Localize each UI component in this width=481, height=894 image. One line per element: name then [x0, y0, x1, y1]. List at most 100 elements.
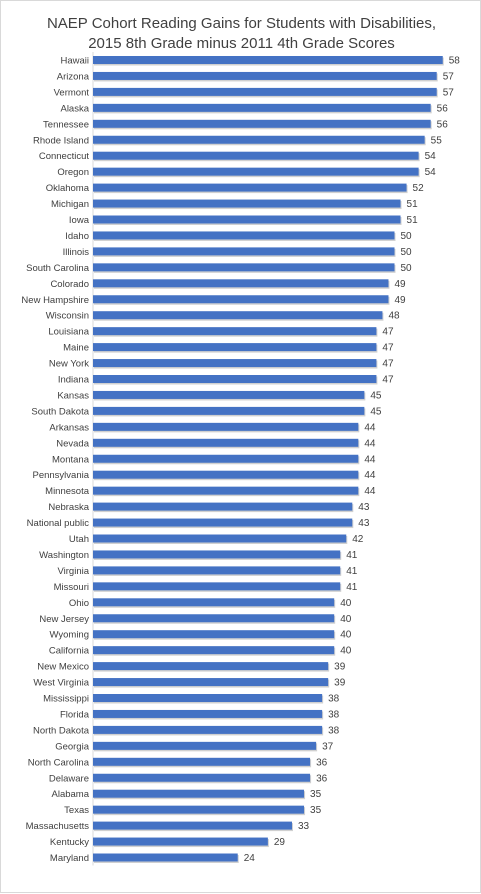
data-label: 39: [334, 678, 346, 689]
data-label: 49: [394, 279, 406, 290]
bar: [93, 582, 341, 591]
category-label: Delaware: [49, 773, 89, 784]
category-label: Oregon: [57, 167, 89, 178]
category-label: Nebraska: [48, 502, 89, 513]
bar: [93, 789, 305, 798]
bar: [93, 279, 389, 288]
category-label: North Carolina: [28, 757, 90, 768]
bar: [93, 422, 359, 431]
data-label: 47: [382, 343, 394, 354]
category-label: Rhode Island: [33, 135, 89, 146]
bar: [93, 295, 389, 304]
category-label: Georgia: [55, 741, 90, 752]
data-label: 41: [346, 550, 358, 561]
category-label: Arizona: [57, 71, 90, 82]
category-label: Minnesota: [45, 486, 90, 497]
data-label: 33: [298, 821, 310, 832]
data-label: 57: [443, 87, 455, 98]
data-label: 45: [370, 406, 382, 417]
data-label: 24: [244, 853, 256, 864]
data-label: 36: [316, 757, 328, 768]
category-label: North Dakota: [33, 725, 90, 736]
category-label: Alaska: [60, 103, 89, 114]
bar: [93, 311, 383, 320]
chart-title-line-2: 2015 8th Grade minus 2011 4th Grade Scor…: [88, 35, 395, 52]
data-label: 40: [340, 646, 352, 657]
bar: [93, 694, 323, 702]
category-label: Iowa: [69, 215, 90, 226]
bar: [93, 741, 317, 750]
data-label: 50: [401, 263, 413, 274]
category-label: Indiana: [58, 375, 90, 386]
bar: [93, 550, 341, 559]
data-label: 36: [316, 773, 328, 784]
bar: [93, 71, 437, 80]
category-label: Ohio: [69, 598, 89, 609]
data-label: 48: [388, 311, 400, 322]
data-label: 47: [382, 375, 394, 386]
category-label: National public: [27, 518, 90, 529]
data-label: 50: [401, 231, 413, 242]
category-label: Arkansas: [49, 422, 89, 433]
category-label: Montana: [52, 454, 90, 465]
category-label: South Carolina: [26, 263, 90, 274]
bar: [93, 486, 359, 495]
data-label: 29: [274, 837, 286, 848]
category-label: West Virginia: [33, 678, 89, 689]
bar: [93, 183, 407, 192]
data-label: 40: [340, 598, 352, 609]
category-label: Missouri: [54, 582, 89, 593]
category-label: Maine: [63, 343, 89, 354]
category-label: Michigan: [51, 199, 89, 210]
category-label: Alabama: [52, 789, 90, 800]
bar: [93, 821, 292, 830]
bar: [93, 678, 329, 687]
category-label: Kansas: [57, 390, 89, 401]
bar: [93, 151, 419, 160]
category-label: New Jersey: [39, 614, 89, 625]
category-label: Virginia: [57, 566, 89, 577]
data-label: 39: [334, 662, 346, 673]
bar: [93, 502, 353, 511]
category-label: Colorado: [50, 279, 89, 290]
data-label: 44: [364, 438, 376, 449]
data-label: 44: [364, 454, 376, 465]
data-label: 52: [413, 183, 425, 194]
bar: [93, 725, 323, 734]
bar: [93, 805, 305, 814]
data-label: 51: [407, 215, 419, 226]
bar: [93, 215, 401, 224]
category-label: New Mexico: [37, 662, 89, 673]
data-label: 38: [328, 709, 340, 720]
category-label: New York: [49, 359, 89, 370]
bar: [93, 375, 377, 383]
bar: [93, 566, 341, 575]
bar: [93, 773, 311, 782]
bar: [93, 438, 359, 447]
bar: [93, 359, 377, 368]
bar: [93, 167, 419, 176]
data-label: 51: [407, 199, 419, 210]
data-label: 54: [425, 151, 437, 162]
bar: [93, 757, 311, 766]
bar: [93, 119, 431, 128]
bar: [93, 646, 335, 655]
category-label: California: [49, 646, 90, 657]
category-label: Illinois: [63, 247, 90, 258]
data-label: 38: [328, 725, 340, 736]
data-label: 40: [340, 630, 352, 641]
category-label: Wisconsin: [46, 311, 89, 322]
data-label: 47: [382, 327, 394, 338]
category-label: Tennessee: [43, 119, 89, 130]
data-label: 56: [437, 119, 449, 130]
bar: [93, 853, 238, 862]
category-label: Idaho: [65, 231, 89, 242]
bar: [93, 327, 377, 336]
bar: [93, 231, 395, 240]
data-label: 47: [382, 359, 394, 370]
data-label: 43: [358, 502, 370, 513]
category-label: Florida: [60, 709, 90, 720]
category-label: Vermont: [54, 87, 90, 98]
